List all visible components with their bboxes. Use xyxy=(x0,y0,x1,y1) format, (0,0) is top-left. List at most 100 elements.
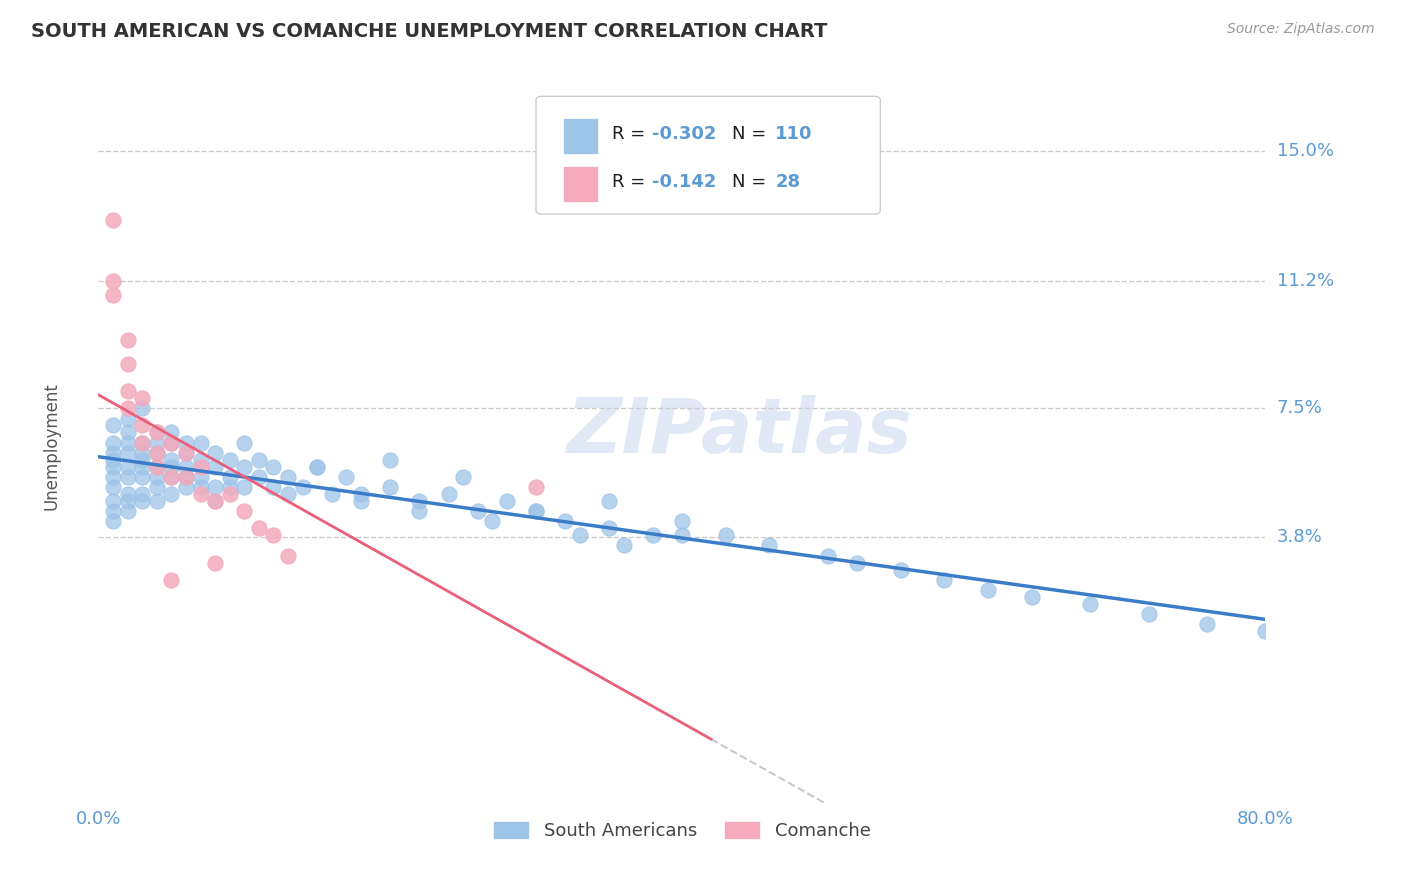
Point xyxy=(846,556,869,570)
Point xyxy=(146,425,169,440)
Point xyxy=(131,487,153,501)
Point xyxy=(612,539,634,553)
Point xyxy=(890,562,912,576)
Point xyxy=(160,435,183,450)
Point xyxy=(160,470,183,484)
Point xyxy=(307,459,329,474)
Point xyxy=(204,480,226,494)
Point xyxy=(117,487,139,501)
Point xyxy=(218,470,240,484)
Point xyxy=(146,446,169,460)
Point xyxy=(101,494,124,508)
Point xyxy=(380,480,402,494)
Point xyxy=(146,425,169,440)
Point xyxy=(671,528,693,542)
Point xyxy=(277,470,299,484)
Point xyxy=(204,494,226,508)
Point xyxy=(190,459,212,474)
Text: 7.5%: 7.5% xyxy=(1277,400,1323,417)
Point xyxy=(190,487,212,501)
Point xyxy=(437,487,460,501)
Point xyxy=(146,446,169,460)
Text: Source: ZipAtlas.com: Source: ZipAtlas.com xyxy=(1227,22,1375,37)
Point xyxy=(496,494,519,508)
Point xyxy=(131,470,153,484)
Point xyxy=(233,435,256,450)
Point xyxy=(307,459,329,474)
Point xyxy=(101,418,124,433)
Point xyxy=(218,487,240,501)
Point xyxy=(1021,590,1043,604)
Point xyxy=(1137,607,1160,621)
Point xyxy=(101,515,124,529)
Point xyxy=(233,480,256,494)
Point xyxy=(131,435,153,450)
Point xyxy=(117,384,139,398)
Point xyxy=(714,528,737,542)
Point xyxy=(174,446,197,460)
Point xyxy=(117,470,139,484)
Point xyxy=(481,515,503,529)
Point xyxy=(146,480,169,494)
Bar xyxy=(562,119,598,153)
Point xyxy=(160,487,183,501)
Point xyxy=(101,446,124,460)
Point xyxy=(117,333,139,347)
Text: R =: R = xyxy=(612,125,651,143)
Point xyxy=(247,452,270,467)
Point xyxy=(131,446,153,460)
Point xyxy=(117,401,139,416)
Point xyxy=(131,494,153,508)
Point xyxy=(174,459,197,474)
Point xyxy=(262,459,284,474)
Bar xyxy=(562,166,598,202)
Point xyxy=(671,515,693,529)
Point xyxy=(146,459,169,474)
Text: SOUTH AMERICAN VS COMANCHE UNEMPLOYMENT CORRELATION CHART: SOUTH AMERICAN VS COMANCHE UNEMPLOYMENT … xyxy=(31,22,827,41)
Text: -0.302: -0.302 xyxy=(651,125,716,143)
Text: 110: 110 xyxy=(775,125,813,143)
Text: 3.8%: 3.8% xyxy=(1277,528,1322,546)
Point xyxy=(146,494,169,508)
Point xyxy=(190,480,212,494)
Point xyxy=(350,487,373,501)
Point xyxy=(131,452,153,467)
Point xyxy=(117,446,139,460)
Point xyxy=(117,357,139,371)
Point xyxy=(101,274,124,288)
Point xyxy=(204,494,226,508)
Point xyxy=(131,391,153,405)
Point xyxy=(451,470,474,484)
Point xyxy=(160,573,183,587)
Point xyxy=(174,470,197,484)
Text: -0.142: -0.142 xyxy=(651,173,716,191)
Point xyxy=(131,418,153,433)
Point xyxy=(350,494,373,508)
Point xyxy=(117,435,139,450)
Point xyxy=(190,452,212,467)
Point xyxy=(408,504,430,518)
Point xyxy=(204,556,226,570)
Point xyxy=(934,573,956,587)
Point xyxy=(218,480,240,494)
Point xyxy=(101,435,124,450)
Point xyxy=(174,435,197,450)
Point xyxy=(380,452,402,467)
Point xyxy=(174,480,197,494)
Point xyxy=(321,487,343,501)
Point xyxy=(262,480,284,494)
Point xyxy=(247,521,270,535)
Point xyxy=(190,435,212,450)
Point xyxy=(977,583,1000,598)
Point xyxy=(117,425,139,440)
Point xyxy=(277,487,299,501)
Point xyxy=(174,446,197,460)
Text: 15.0%: 15.0% xyxy=(1277,142,1333,160)
Text: ZIPatlas: ZIPatlas xyxy=(567,395,914,468)
Point xyxy=(218,452,240,467)
Point xyxy=(204,446,226,460)
Point xyxy=(160,435,183,450)
Point xyxy=(524,504,547,518)
Point xyxy=(117,411,139,425)
Point xyxy=(233,504,256,518)
